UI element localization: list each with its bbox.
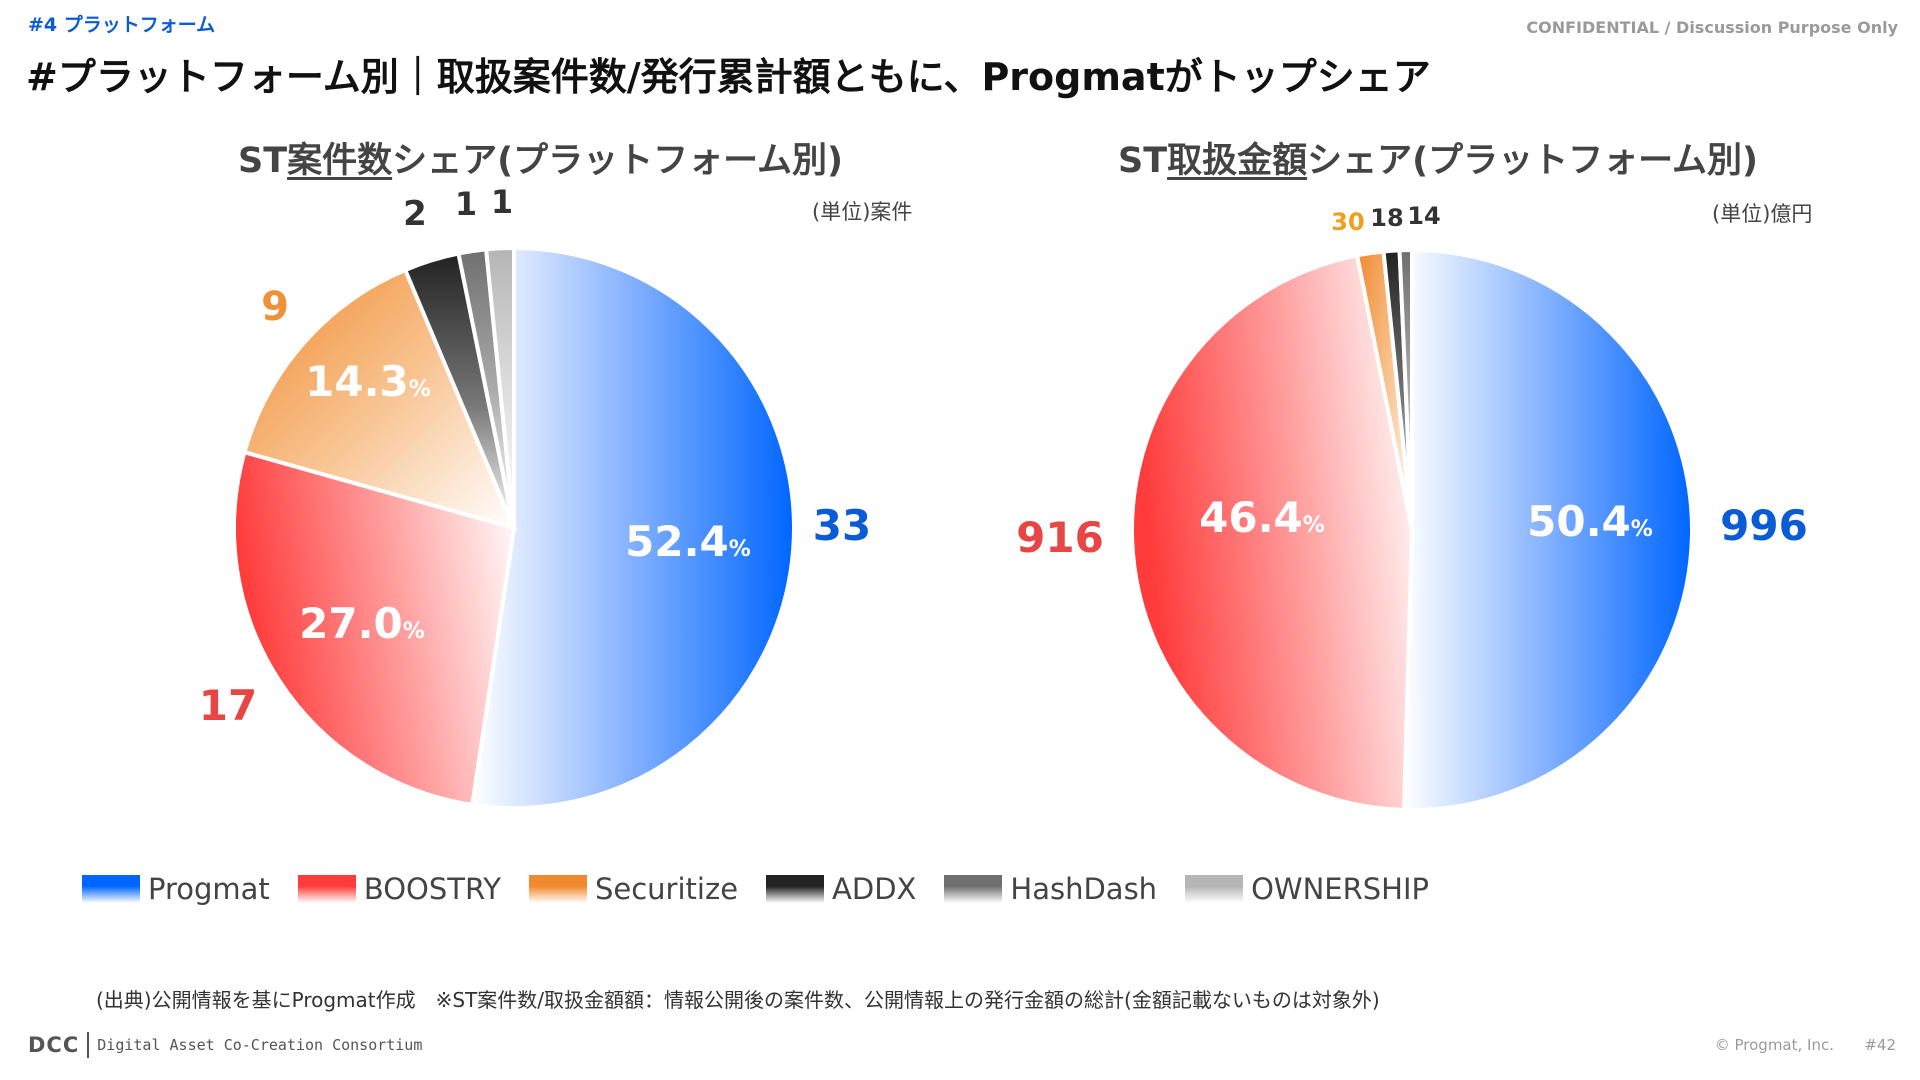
legend-label-ownership: OWNERSHIP (1251, 872, 1430, 906)
value-label-boostry: 916 (1016, 513, 1104, 562)
legend-item-ownership: OWNERSHIP (1185, 872, 1429, 906)
legend-label-hashdash: HashDash (1010, 872, 1158, 906)
page-number: #42 (1864, 1036, 1896, 1054)
chart-2-title: ST取扱金額シェア(プラットフォーム別) (1118, 132, 1758, 183)
chart-2-title-underlined: 取扱金額 (1167, 141, 1308, 181)
page-title: #プラットフォーム別｜取扱案件数/発行累計額ともに、Progmatがトップシェア (26, 55, 1431, 99)
pie-slice-progmat (1401, 247, 1694, 812)
chart-2-title-post: シェア(プラットフォーム別) (1307, 141, 1759, 181)
legend-item-hashdash: HashDash (944, 872, 1157, 906)
legend-label-securitize: Securitize (594, 872, 739, 906)
value-label-progmat: 996 (1720, 501, 1808, 550)
legend-swatch-boostry (297, 875, 356, 903)
legend-swatch-hashdash (944, 875, 1003, 903)
chart-1-unit: (単位)案件 (812, 200, 913, 224)
value-label-securitize: 9 (261, 284, 289, 330)
legend-item-addx: ADDX (766, 872, 916, 906)
copyright: © Progmat, Inc. (1714, 1036, 1834, 1054)
chart-1-title-underlined: 案件数 (287, 141, 393, 181)
legend-swatch-progmat (82, 875, 140, 903)
pct-label-boostry: 46.4% (1199, 493, 1325, 542)
legend-item-progmat: Progmat (82, 872, 270, 906)
chart-2-title-pre: ST (1118, 141, 1168, 181)
pie-slice-boostry (1130, 253, 1415, 812)
chart-1-title: ST案件数シェア(プラットフォーム別) (238, 132, 843, 183)
value-label-boostry: 17 (199, 681, 257, 730)
pie-slice-progmat (469, 245, 796, 810)
logo-divider (87, 1032, 90, 1058)
chart-1-title-post: シェア(プラットフォーム別) (392, 141, 844, 181)
chart-1-title-pre: ST (238, 141, 288, 181)
legend-label-progmat: Progmat (148, 872, 270, 906)
source-note: (出典)公開情報を基にProgmat作成 ※ST案件数/取扱金額額：情報公開後の… (96, 988, 1380, 1012)
dcc-logo-text: DCC (28, 1033, 80, 1057)
pct-label-progmat: 52.4% (625, 517, 751, 566)
value-label-progmat: 33 (813, 501, 871, 550)
value-label-hashdash: 1 (455, 185, 477, 223)
pie-slice-boostry (232, 449, 517, 808)
pct-label-securitize: 14.3% (305, 357, 431, 406)
pct-label-progmat: 50.4% (1527, 497, 1653, 546)
pct-label-boostry: 27.0% (299, 599, 425, 648)
value-label-ownership: 1 (491, 183, 513, 221)
chart-2-unit: (単位)億円 (1712, 202, 1813, 226)
legend-swatch-securitize (528, 875, 587, 903)
pie-slice-hashdash (1397, 247, 1414, 531)
confidential-label: CONFIDENTIAL / Discussion Purpose Only (1526, 18, 1898, 37)
section-tag: #4 プラットフォーム (28, 14, 216, 36)
legend-label-boostry: BOOSTRY (363, 872, 501, 906)
dcc-logo: DCC Digital Asset Co-Creation Consortium (28, 1032, 422, 1058)
consortium-name: Digital Asset Co-Creation Consortium (97, 1036, 423, 1054)
value-label-addx: 18 (1370, 204, 1403, 232)
pie-slice-securitize (241, 267, 518, 532)
pie-slice-ownership (483, 245, 516, 529)
legend-item-boostry: BOOSTRY (297, 872, 501, 906)
value-label-addx: 2 (403, 194, 427, 234)
legend-item-securitize: Securitize (528, 872, 739, 906)
legend-label-addx: ADDX (832, 872, 917, 906)
legend-swatch-ownership (1185, 875, 1244, 903)
value-label-securitize: 30 (1331, 208, 1364, 236)
legend-swatch-addx (766, 875, 825, 903)
value-label-hashdash: 14 (1407, 202, 1440, 230)
legend: Progmat BOOSTRY Securitize ADDX HashDash OWNE… (82, 872, 1457, 906)
pie-chart-amount: 996 916 30 18 14 50.4% 46.4% (1016, 202, 1808, 812)
